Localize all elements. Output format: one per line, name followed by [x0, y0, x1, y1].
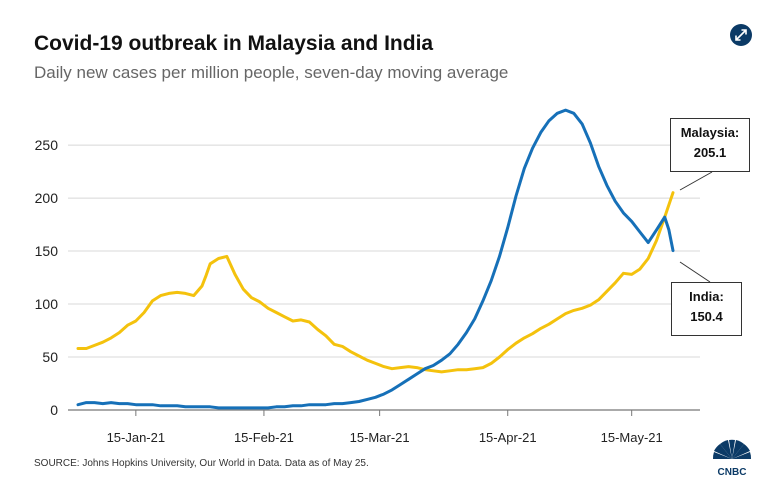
expand-arrows-glyph [735, 29, 747, 41]
gridlines [68, 144, 700, 411]
india-callout-leader [679, 261, 711, 283]
y-tick-label: 50 [42, 349, 58, 365]
y-axis-ticks: 0 50 100 150 200 250 [35, 137, 59, 418]
y-tick-label: 250 [35, 137, 59, 153]
x-tick-label: 15-Feb-21 [234, 430, 294, 445]
cnbc-logo-text: CNBC [718, 467, 747, 477]
y-tick-label: 200 [35, 190, 59, 206]
series-line-india [76, 108, 675, 410]
india-callout-value: 150.4 [690, 309, 723, 324]
series-lines [76, 108, 675, 410]
y-tick-label: 0 [50, 402, 58, 418]
cnbc-logo: CNBC [704, 435, 760, 478]
chart-subtitle: Daily new cases per million people, seve… [34, 63, 509, 82]
y-tick-label: 150 [35, 243, 59, 259]
y-tick-label: 100 [35, 296, 59, 312]
peacock-icon: CNBC [712, 439, 752, 478]
india-callout: India: 150.4 [671, 282, 742, 336]
x-tick-label: 15-Apr-21 [479, 430, 537, 445]
malaysia-callout: Malaysia: 205.1 [670, 118, 750, 172]
source-note: SOURCE: Johns Hopkins University, Our Wo… [34, 458, 369, 469]
x-tick-label: 15-Mar-21 [350, 430, 410, 445]
malaysia-callout-leader [679, 171, 713, 191]
india-callout-name: India: [689, 289, 724, 304]
chart-title: Covid-19 outbreak in Malaysia and India [34, 32, 434, 55]
x-tick-label: 15-Jan-21 [107, 430, 166, 445]
x-tick-label: 15-May-21 [601, 430, 663, 445]
malaysia-callout-value: 205.1 [693, 145, 727, 160]
series-line-malaysia [76, 191, 675, 374]
malaysia-callout-name: Malaysia: [680, 125, 740, 140]
x-axis-ticks: 15-Jan-21 15-Feb-21 15-Mar-21 15-Apr-21 15-M… [107, 410, 663, 445]
expand-arrows-icon[interactable] [730, 24, 752, 46]
